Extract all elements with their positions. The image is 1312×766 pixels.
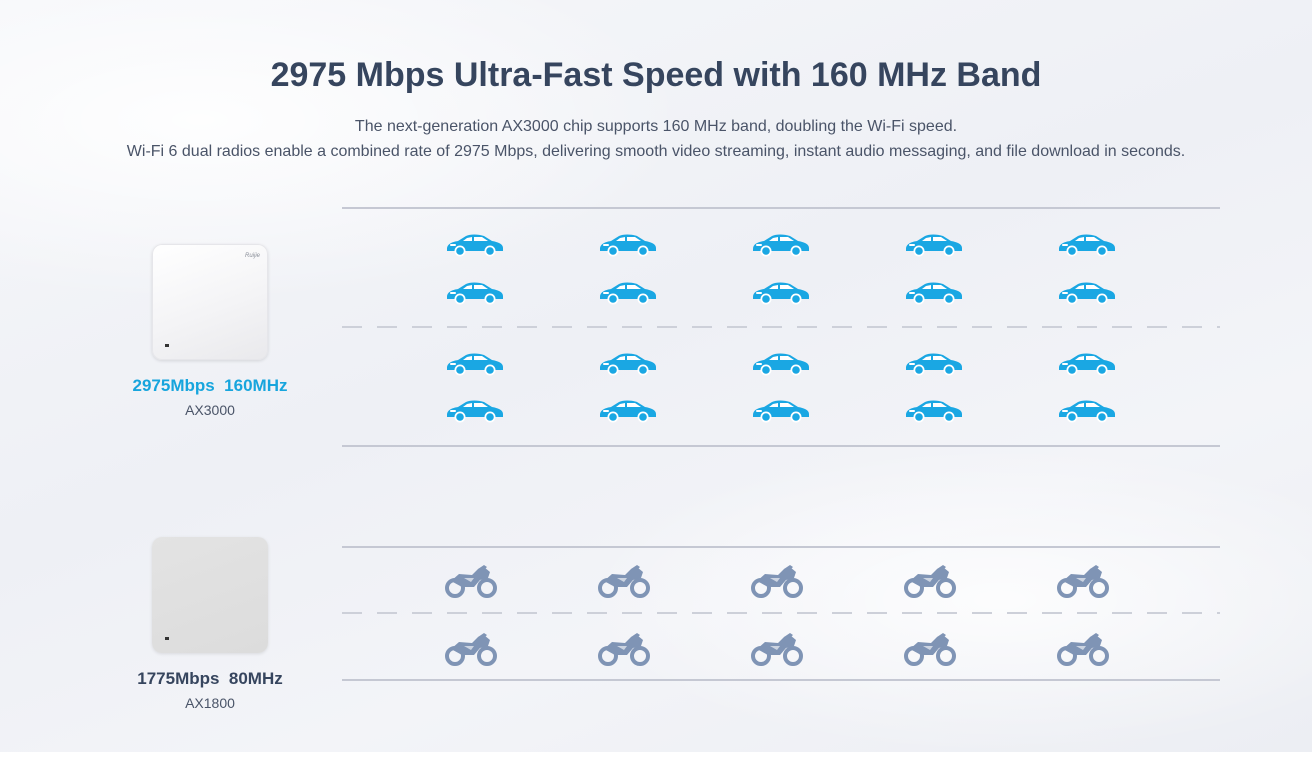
- road-80mhz-center-dash: [342, 612, 1220, 614]
- ax1800-access-point-image: [152, 537, 268, 653]
- car-icon: [444, 280, 506, 306]
- road-80mhz-top-line: [342, 546, 1220, 548]
- motorcycle-icon: [444, 563, 498, 599]
- car-icon: [903, 232, 965, 258]
- brand-logo: Ruijie: [244, 253, 260, 259]
- subtitle-line-1: The next-generation AX3000 chip supports…: [354, 118, 958, 135]
- motorcycle-icon: [1056, 563, 1110, 599]
- car-icon: [1056, 398, 1118, 424]
- car-icon: [597, 280, 659, 306]
- motorcycle-icon: [1056, 631, 1110, 667]
- road-80mhz-bottom-line: [342, 679, 1220, 681]
- car-icon: [903, 398, 965, 424]
- motorcycle-icon: [444, 631, 498, 667]
- motorcycle-icon: [750, 631, 804, 667]
- motorcycle-icon: [597, 563, 651, 599]
- car-icon: [1056, 232, 1118, 258]
- car-icon: [750, 232, 812, 258]
- road-160mhz-center-dash: [342, 326, 1220, 328]
- car-icon: [750, 398, 812, 424]
- car-icon: [903, 351, 965, 377]
- device-led: [165, 344, 169, 347]
- car-icon: [1056, 351, 1118, 377]
- motorcycle-icon: [597, 631, 651, 667]
- car-icon: [903, 280, 965, 306]
- ax1800-spec-label: 1775Mbps 80MHz: [137, 669, 283, 688]
- motorcycle-icon: [903, 563, 957, 599]
- car-icon: [750, 280, 812, 306]
- road-160mhz-top-line: [342, 207, 1220, 209]
- motorcycle-icon: [750, 563, 804, 599]
- road-160mhz-bottom-line: [342, 445, 1220, 447]
- device-led: [165, 637, 169, 640]
- subtitle-line-2: Wi-Fi 6 dual radios enable a combined ra…: [126, 143, 1186, 160]
- car-icon: [597, 351, 659, 377]
- car-icon: [444, 351, 506, 377]
- motorcycle-icon: [903, 631, 957, 667]
- ax3000-model-label: AX3000: [185, 402, 235, 418]
- ax1800-model-label: AX1800: [185, 695, 235, 711]
- page-title: 2975 Mbps Ultra-Fast Speed with 160 MHz …: [270, 56, 1042, 94]
- car-icon: [1056, 280, 1118, 306]
- car-icon: [597, 398, 659, 424]
- car-icon: [444, 398, 506, 424]
- car-icon: [597, 232, 659, 258]
- ax3000-spec-label: 2975Mbps 160MHz: [132, 376, 288, 395]
- ax3000-access-point-image: Ruijie: [152, 244, 268, 360]
- car-icon: [444, 232, 506, 258]
- car-icon: [750, 351, 812, 377]
